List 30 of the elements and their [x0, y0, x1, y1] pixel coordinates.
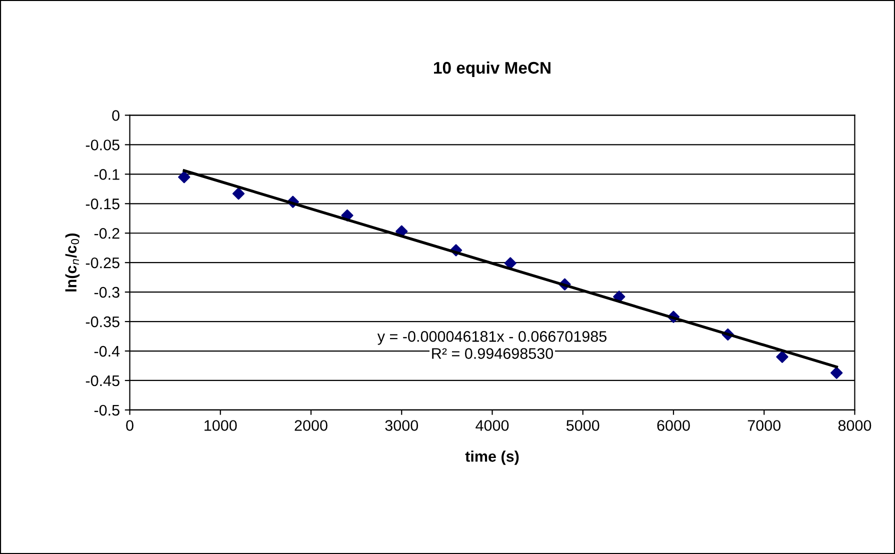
x-tick-label: 5000 — [566, 420, 600, 431]
y-tick-label: -0.2 — [94, 228, 120, 239]
x-tick-label: 3000 — [385, 420, 418, 431]
point — [232, 188, 245, 200]
y-tick-label: -0.45 — [86, 375, 120, 386]
point — [178, 171, 190, 184]
point — [830, 366, 843, 379]
x-axis-title: time (s) — [465, 450, 519, 465]
x-tick-label: 8000 — [838, 420, 872, 431]
y-tick-label: -0.15 — [86, 198, 120, 210]
y-tick-label: -0.05 — [86, 140, 120, 150]
y-tick-label: -0.1 — [94, 169, 120, 180]
y-axis-title: ln(c$_{n}$/c$_{0}$) — [65, 234, 80, 292]
point — [504, 257, 516, 270]
annotation: R² = 0.994698530 — [432, 348, 554, 359]
x-tick-label: 6000 — [657, 420, 690, 431]
x-tick-label: 1000 — [204, 420, 237, 431]
x-tick-label: 0 — [126, 420, 134, 431]
y-tick-label: -0.35 — [86, 316, 120, 328]
x-tick-label: 2000 — [294, 420, 328, 431]
x-tick-label: 7000 — [748, 420, 781, 431]
y-tick-label: -0.25 — [86, 257, 120, 268]
point — [776, 350, 788, 363]
x-tick-label: 4000 — [476, 420, 509, 431]
annotation: y = -0.000046181x - 0.066701985 — [377, 331, 607, 345]
y-tick-label: -0.5 — [94, 404, 120, 416]
chart-title: 10 equiv MeCN — [434, 61, 550, 78]
y-tick-label: -0.3 — [94, 286, 120, 298]
y-tick-label: -0.4 — [94, 346, 120, 357]
y-tick-label: 0 — [112, 110, 120, 121]
